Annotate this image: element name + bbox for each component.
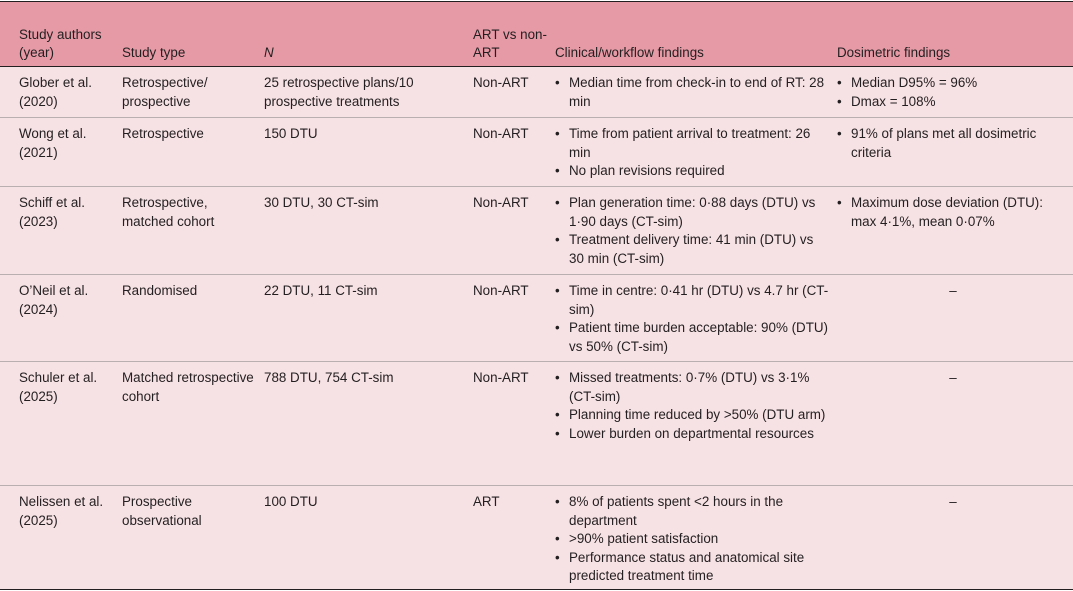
table-row: O’Neil et al. (2024) Randomised 22 DTU, … (0, 275, 1073, 362)
finding-item: Maximum dose deviation (DTU): max 4·1%, … (837, 194, 1069, 231)
table-row: Nelissen et al. (2025) Prospective obser… (0, 486, 1073, 590)
cell-art: Non-ART (473, 283, 529, 298)
cell-study-type: Randomised (122, 283, 198, 298)
cell-dosimetric-findings: Median D95% = 96% Dmax = 108% (837, 74, 1069, 111)
cell-authors: Glober et al. (2020) (19, 75, 92, 109)
cell-n: 100 DTU (264, 494, 318, 509)
finding-item: Dmax = 108% (837, 93, 1069, 112)
cell-art: ART (473, 494, 500, 509)
header-study-type: Study type (122, 45, 186, 61)
finding-item: Performance status and anatomical site p… (555, 549, 830, 586)
cell-n: 25 retrospective plans/10 prospective tr… (264, 75, 414, 109)
finding-item: >90% patient satisfaction (555, 530, 830, 549)
cell-art: Non-ART (473, 126, 529, 141)
header-art-vs-non-art: ART vs non-ART (473, 26, 547, 61)
finding-item: No plan revisions required (555, 162, 830, 181)
finding-item: Treatment delivery time: 41 min (DTU) vs… (555, 231, 830, 268)
cell-clinical-findings: Median time from check-in to end of RT: … (555, 74, 830, 111)
header-study-authors: Study authors (year) (19, 26, 102, 61)
finding-item: Plan generation time: 0·88 days (DTU) vs… (555, 194, 830, 231)
finding-item: Median time from check-in to end of RT: … (555, 74, 830, 111)
cell-dosimetric-findings: 91% of plans met all dosimetric criteria (837, 125, 1069, 162)
cell-art: Non-ART (473, 195, 529, 210)
cell-dosimetric-empty: – (949, 494, 957, 509)
cell-art: Non-ART (473, 75, 529, 90)
cell-study-type: Retrospective, matched cohort (122, 195, 215, 229)
table-header-row: Study authors (year) Study type N ART vs… (0, 1, 1073, 67)
finding-item: Planning time reduced by >50% (DTU arm) (555, 406, 830, 425)
cell-authors: Nelissen et al. (2025) (19, 494, 104, 528)
cell-clinical-findings: 8% of patients spent <2 hours in the dep… (555, 493, 830, 586)
cell-study-type: Matched retrospective cohort (122, 370, 254, 404)
finding-item: Patient time burden acceptable: 90% (DTU… (555, 319, 830, 356)
cell-dosimetric-findings: Maximum dose deviation (DTU): max 4·1%, … (837, 194, 1069, 231)
cell-n: 788 DTU, 754 CT-sim (264, 370, 394, 385)
cell-study-type: Prospective observational (122, 494, 202, 528)
finding-item: 8% of patients spent <2 hours in the dep… (555, 493, 830, 530)
finding-item: Median D95% = 96% (837, 74, 1069, 93)
cell-clinical-findings: Time in centre: 0·41 hr (DTU) vs 4.7 hr … (555, 282, 830, 356)
header-dosimetric-findings: Dosimetric findings (837, 45, 951, 61)
cell-dosimetric-empty: – (949, 370, 957, 385)
cell-clinical-findings: Plan generation time: 0·88 days (DTU) vs… (555, 194, 830, 268)
cell-study-type: Retrospective/ prospective (122, 75, 208, 109)
table-row: Glober et al. (2020) Retrospective/ pros… (0, 67, 1073, 118)
cell-study-type: Retrospective (122, 126, 204, 141)
cell-dosimetric-empty: – (949, 283, 957, 298)
header-n: N (264, 45, 274, 61)
table-row: Schuler et al. (2025) Matched retrospect… (0, 362, 1073, 486)
finding-item: Missed treatments: 0·7% (DTU) vs 3·1% (C… (555, 369, 830, 406)
cell-authors: Schiff et al. (2023) (19, 195, 85, 229)
finding-item: 91% of plans met all dosimetric criteria (837, 125, 1069, 162)
cell-authors: O’Neil et al. (2024) (19, 283, 89, 317)
cell-authors: Schuler et al. (2025) (19, 370, 98, 404)
finding-item: Lower burden on departmental resources (555, 425, 830, 444)
table-row: Wong et al. (2021) Retrospective 150 DTU… (0, 118, 1073, 187)
cell-n: 22 DTU, 11 CT-sim (264, 283, 378, 298)
finding-item: Time in centre: 0·41 hr (DTU) vs 4.7 hr … (555, 282, 830, 319)
table-row: Schiff et al. (2023) Retrospective, matc… (0, 187, 1073, 275)
cell-authors: Wong et al. (2021) (19, 126, 87, 160)
finding-item: Time from patient arrival to treatment: … (555, 125, 830, 162)
header-clinical-findings: Clinical/workflow findings (555, 45, 704, 61)
cell-n: 150 DTU (264, 126, 318, 141)
cell-art: Non-ART (473, 370, 529, 385)
cell-clinical-findings: Missed treatments: 0·7% (DTU) vs 3·1% (C… (555, 369, 830, 443)
cell-clinical-findings: Time from patient arrival to treatment: … (555, 125, 830, 181)
cell-n: 30 DTU, 30 CT-sim (264, 195, 379, 210)
